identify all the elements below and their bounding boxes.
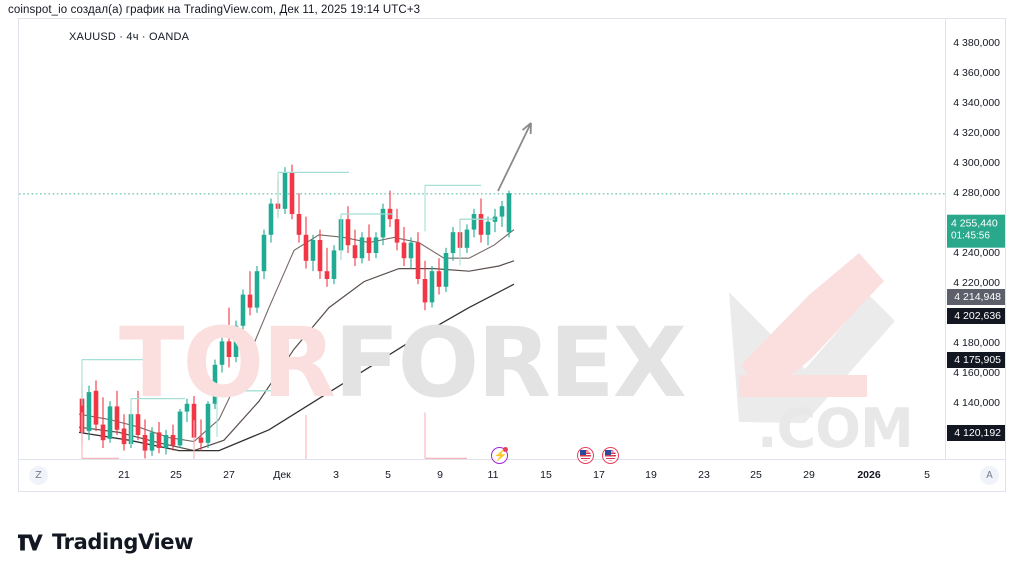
time-tick-label: 11 xyxy=(487,469,499,481)
price-scale[interactable]: 4 380,000 4 360,000 4 340,000 4 320,000 4 30… xyxy=(945,19,1005,491)
footer: TradingView xyxy=(18,530,193,554)
time-tick-label: 5 xyxy=(385,469,391,481)
time-tick-label: 3 xyxy=(333,469,339,481)
chart-legend: XAUUSD · 4ч · OANDA xyxy=(69,31,190,43)
time-tick-label: 19 xyxy=(645,469,657,481)
attribution-text: coinspot_io создал(а) график на TradingV… xyxy=(8,4,421,16)
price-tick-label: 4 360,000 xyxy=(953,67,1000,79)
chart-plot-area[interactable]: TORFOREX .COM XAUUSD · 4ч · OANDA xyxy=(19,19,947,461)
time-tick-label: 29 xyxy=(803,469,815,481)
usa-flag-event-icon[interactable] xyxy=(602,447,619,464)
auto-scale-button[interactable]: A xyxy=(980,466,999,485)
time-tick-label: 23 xyxy=(698,469,710,481)
price-level-badge[interactable]: 4 214,948 xyxy=(947,289,1005,305)
time-tick-label: 5 xyxy=(924,469,930,481)
price-tick-label: 4 380,000 xyxy=(953,37,1000,49)
price-tick-label: 4 300,000 xyxy=(953,157,1000,169)
price-level-badge[interactable]: 4 175,905 xyxy=(947,352,1005,368)
time-scale[interactable]: Z 21 25 27 Дек 3 5 9 11 15 17 19 23 25 29 2026 5 A xyxy=(19,459,1005,491)
tradingview-logo-icon xyxy=(18,534,43,550)
lightning-event-icon[interactable]: ⚡ xyxy=(491,447,508,464)
price-level-badge[interactable]: 4 120,192 xyxy=(947,425,1005,441)
time-tick-label: 21 xyxy=(118,469,130,481)
current-price-badge[interactable]: 4 255,440 01:45:56 xyxy=(947,214,1005,248)
time-tick-label: 15 xyxy=(540,469,552,481)
time-tick-label: 27 xyxy=(223,469,235,481)
tradingview-brand: TradingView xyxy=(52,530,194,554)
price-tick-label: 4 160,000 xyxy=(953,367,1000,379)
usa-flag-event-icon[interactable] xyxy=(577,447,594,464)
time-tick-label: 17 xyxy=(593,469,605,481)
current-price-value: 4 255,440 xyxy=(951,217,998,230)
time-tick-label: 9 xyxy=(437,469,443,481)
price-tick-label: 4 220,000 xyxy=(953,277,1000,289)
price-tick-label: 4 180,000 xyxy=(953,337,1000,349)
time-tick-label: 25 xyxy=(750,469,762,481)
time-tick-label: 2026 xyxy=(857,469,881,481)
price-tick-label: 4 320,000 xyxy=(953,127,1000,139)
price-tick-label: 4 240,000 xyxy=(953,247,1000,259)
price-tick-label: 4 280,000 xyxy=(953,187,1000,199)
chart-frame: TORFOREX .COM XAUUSD · 4ч · OANDA 4 380,… xyxy=(18,18,1006,492)
timezone-button[interactable]: Z xyxy=(29,466,48,485)
candlestick-series xyxy=(19,122,947,461)
time-tick-label: 25 xyxy=(170,469,182,481)
bar-countdown: 01:45:56 xyxy=(951,230,990,242)
time-tick-label: Дек xyxy=(273,469,291,481)
price-tick-label: 4 340,000 xyxy=(953,97,1000,109)
price-tick-label: 4 140,000 xyxy=(953,397,1000,409)
watermark-part3: .COM xyxy=(757,397,914,460)
price-level-badge[interactable]: 4 202,636 xyxy=(947,308,1005,324)
